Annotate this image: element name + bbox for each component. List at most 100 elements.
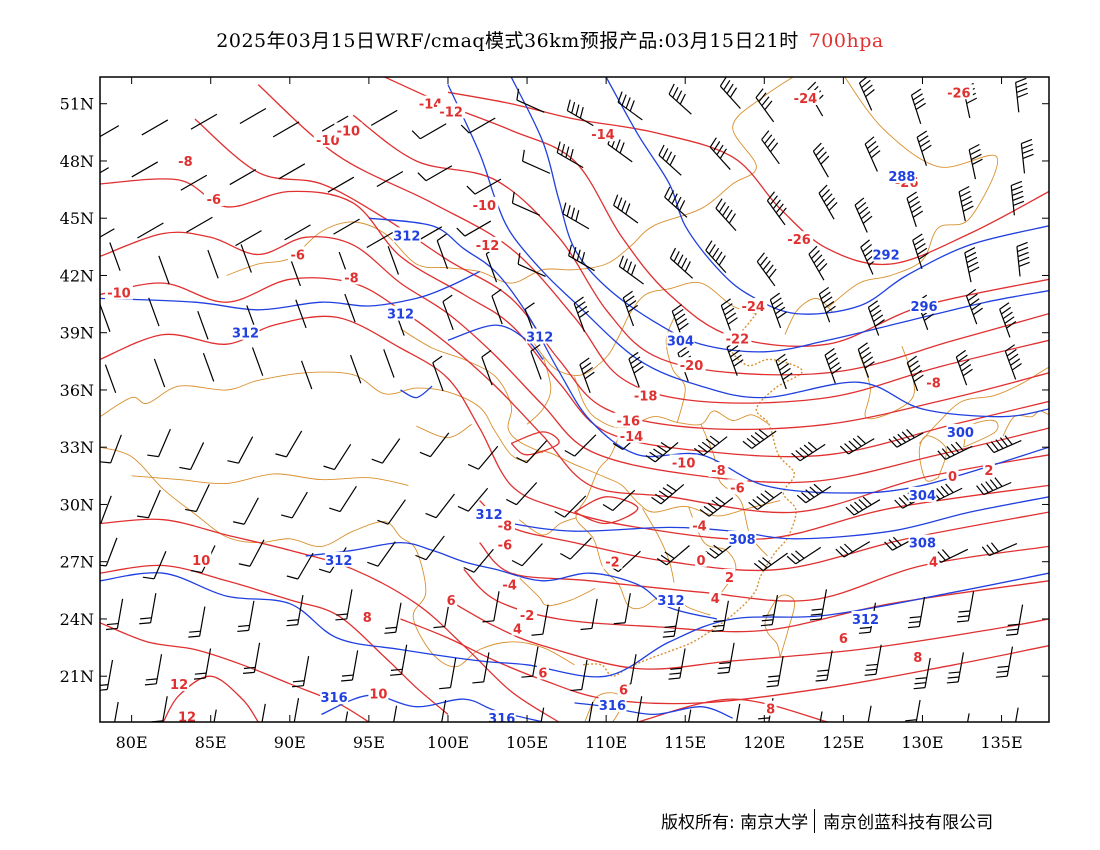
contour-label-bg	[320, 689, 349, 705]
wind-barb	[100, 495, 112, 525]
height-label: 316	[488, 712, 515, 727]
contour-label-bg	[598, 696, 627, 712]
wind-barb	[562, 202, 590, 230]
x-tick-label: 90E	[274, 733, 306, 752]
wind-barb	[1010, 180, 1025, 216]
wind-barb	[719, 77, 741, 109]
height-isoline	[400, 385, 433, 399]
temperature-label: -24	[741, 300, 765, 315]
wind-barb	[235, 230, 262, 247]
temperature-label: 12	[170, 678, 188, 693]
wind-barb	[419, 432, 450, 458]
y-tick-label: 21N	[60, 667, 94, 686]
wind-barb	[323, 444, 352, 471]
wind-barb	[968, 143, 983, 180]
wind-barb	[439, 657, 457, 690]
axes: 80E 85E 90E 95E 100E 105E 110E 115E 120E 125E 130E…	[60, 77, 1049, 752]
temperature-isoline	[194, 118, 1049, 431]
contour-label-bg	[982, 462, 995, 478]
x-tick-label: 105E	[506, 733, 548, 752]
contour-label-bg	[341, 269, 362, 285]
wind-barb	[913, 657, 931, 690]
wind-barb	[341, 650, 359, 682]
contour-label-bg	[723, 330, 752, 346]
wind-barb	[669, 247, 694, 279]
wind-barb	[251, 347, 264, 376]
boundary-line	[100, 371, 781, 517]
boundary-line	[400, 328, 544, 454]
wind-barb	[976, 477, 1012, 496]
height-isoline	[305, 541, 718, 620]
temperature-label: -10	[316, 134, 340, 149]
temperature-isoline	[400, 618, 1049, 705]
wind-barb	[579, 357, 595, 394]
wind-barb	[456, 220, 492, 237]
temperature-label: -10	[473, 199, 497, 214]
x-tick-label: 110E	[585, 733, 627, 752]
y-tick-label: 33N	[60, 438, 94, 457]
wind-barb	[636, 696, 643, 722]
temperature-label: -14	[620, 430, 644, 445]
height-label: 304	[909, 489, 936, 504]
height-label: 304	[667, 334, 694, 349]
wind-barb	[854, 197, 873, 233]
wind-barb	[531, 604, 549, 636]
temperature-label: -2	[605, 556, 619, 571]
wind-barb	[345, 711, 349, 722]
boundary-line	[526, 355, 552, 425]
temperature-label: -6	[498, 539, 512, 554]
wind-barb	[137, 489, 161, 519]
wind-barb	[144, 654, 163, 686]
wind-barb	[905, 699, 921, 722]
temperature-label: -22	[726, 332, 750, 347]
wind-barb	[344, 293, 356, 323]
contour-label-bg	[473, 236, 502, 252]
wind-barb	[818, 286, 836, 323]
contour-label-bg	[727, 479, 748, 495]
contour-label-bg	[588, 126, 617, 142]
temperature-isoline	[510, 431, 560, 456]
temperature-isoline	[100, 518, 560, 722]
wind-barb	[809, 589, 828, 621]
wind-barb	[436, 233, 449, 269]
wind-barb	[237, 600, 255, 633]
temperature-label: -8	[926, 376, 940, 391]
contour-label-bg	[169, 675, 190, 691]
wind-barb	[568, 244, 595, 272]
contour-label-bg	[617, 427, 646, 443]
temperature-label: -10	[337, 124, 361, 139]
temperature-label: -4	[692, 519, 706, 534]
wind-barb	[1005, 604, 1024, 636]
height-label: 312	[232, 327, 259, 342]
contour-label-bg	[334, 122, 363, 138]
temperature-label: 10	[192, 554, 210, 569]
contour-label-bg	[908, 486, 937, 502]
height-isoline	[574, 702, 733, 719]
height-label: 300	[947, 426, 974, 441]
wind-barb	[467, 445, 499, 470]
wind-barb	[511, 191, 541, 216]
temperature-isoline	[447, 91, 1049, 266]
boundary-line	[827, 77, 999, 309]
x-tick-label: 100E	[427, 733, 469, 752]
wind-barb	[845, 496, 881, 516]
geopotential-height-isolines	[100, 77, 1049, 722]
wind-barb	[791, 441, 826, 462]
height-isoline	[447, 84, 1049, 418]
temperature-label: 6	[619, 684, 628, 699]
x-tick-label: 115E	[664, 733, 706, 752]
wind-barb	[481, 349, 493, 386]
wind-barb	[858, 77, 875, 111]
boundary-line	[642, 508, 675, 583]
wind-barb	[946, 652, 965, 684]
wind-barb	[370, 109, 398, 126]
height-label: 312	[657, 594, 684, 609]
boundary-line	[416, 423, 472, 439]
wind-barb	[766, 191, 787, 226]
wind-barb	[387, 246, 400, 275]
y-tick-label: 45N	[60, 209, 94, 228]
contour-label-bg	[927, 553, 940, 569]
contour-label-bg	[656, 591, 685, 607]
temperature-isoline	[162, 675, 259, 722]
